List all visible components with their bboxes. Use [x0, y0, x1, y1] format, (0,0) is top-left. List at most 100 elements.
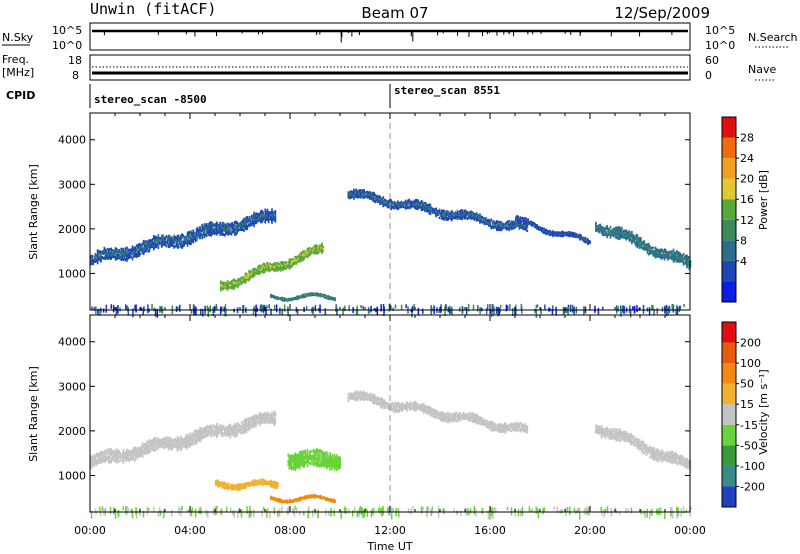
heatmap-cell [516, 217, 518, 219]
heatmap-cell [303, 250, 305, 253]
heatmap-cell [683, 257, 686, 259]
heatmap-cell [670, 256, 673, 259]
heatmap-cell [151, 242, 154, 245]
heatmap-cell [180, 236, 182, 240]
ground-scatter-cell [181, 506, 183, 511]
heatmap-cell [127, 250, 129, 253]
heatmap-cell [151, 444, 154, 448]
heatmap-cell [289, 459, 292, 463]
heatmap-cell [122, 456, 125, 460]
heatmap-cell [398, 205, 400, 207]
heatmap-cell [326, 453, 329, 457]
heatmap-cell [674, 257, 677, 260]
heatmap-cell [252, 421, 254, 425]
heatmap-cell [232, 287, 235, 290]
heatmap-cell [618, 230, 621, 234]
heatmap-cell [447, 216, 450, 220]
heatmap-cell [145, 447, 147, 451]
heatmap-cell [151, 441, 154, 444]
heatmap-cell [262, 419, 264, 422]
heatmap-cell [230, 280, 232, 283]
heatmap-cell [317, 248, 320, 251]
heatmap-cell [159, 242, 162, 245]
heatmap-cell [178, 440, 181, 443]
heatmap-cell [220, 224, 223, 228]
heatmap-cell [272, 215, 274, 218]
heatmap-cell [247, 419, 250, 423]
heatmap-cell [638, 242, 641, 246]
heatmap-cell [95, 260, 98, 263]
heatmap-cell [604, 229, 606, 232]
heatmap-cell [129, 451, 132, 455]
heatmap-cell [271, 220, 273, 224]
heatmap-cell [274, 263, 276, 266]
heatmap-cell [390, 206, 392, 209]
heatmap-cell [514, 222, 516, 225]
heatmap-cell [685, 262, 687, 265]
heatmap-cell [357, 189, 360, 192]
heatmap-cell [172, 241, 174, 244]
ground-scatter-cell [670, 510, 672, 517]
heatmap-cell [411, 200, 414, 203]
heatmap-cell [562, 231, 564, 234]
heatmap-cell [397, 200, 399, 203]
heatmap-cell [317, 457, 320, 462]
heatmap-cell [542, 231, 544, 233]
heatmap-cell [545, 230, 548, 233]
heatmap-cell [525, 217, 527, 219]
heatmap-cell [643, 247, 646, 251]
heatmap-cell [174, 443, 177, 447]
heatmap-cell [257, 267, 259, 270]
heatmap-cell [208, 425, 210, 428]
heatmap-cell [316, 454, 319, 459]
heatmap-cell [395, 207, 398, 210]
heatmap-cell [144, 452, 146, 455]
ground-scatter-cell [551, 305, 554, 311]
heatmap-cell [455, 215, 458, 218]
heatmap-cell [443, 211, 445, 214]
heatmap-cell [446, 211, 449, 215]
heatmap-cell [597, 227, 599, 230]
heatmap-cell [291, 297, 294, 299]
heatmap-cell [240, 281, 242, 284]
heatmap-cell [682, 253, 685, 256]
heatmap-cell [649, 251, 651, 254]
heatmap-cell [142, 449, 145, 452]
heatmap-cell [268, 262, 271, 265]
heatmap-cell [252, 215, 254, 218]
heatmap-cell [249, 223, 252, 226]
heatmap-cell [433, 209, 435, 211]
heatmap-cell [198, 231, 200, 234]
ground-scatter-cell [627, 508, 630, 513]
heatmap-cell [305, 461, 308, 464]
heatmap-cell [286, 266, 289, 269]
heatmap-cell [192, 231, 195, 235]
heatmap-cell [253, 416, 255, 420]
heatmap-cell [164, 237, 166, 239]
heatmap-cell [259, 420, 262, 423]
heatmap-cell [274, 219, 277, 223]
heatmap-cell [151, 245, 154, 249]
heatmap-cell [270, 214, 272, 217]
heatmap-cell [263, 269, 266, 272]
heatmap-cell [232, 434, 235, 437]
heatmap-cell [177, 243, 180, 247]
heatmap-cell [263, 416, 265, 419]
heatmap-cell [231, 281, 233, 284]
colorbar-swatch [722, 137, 736, 159]
heatmap-cell [239, 279, 241, 281]
heatmap-cell [260, 265, 263, 268]
heatmap-cell [293, 457, 295, 461]
heatmap-cell [352, 190, 354, 193]
heatmap-cell [144, 246, 146, 250]
heatmap-cell [226, 429, 228, 432]
heatmap-cell [234, 223, 236, 227]
heatmap-cell [236, 427, 238, 431]
heatmap-cell [476, 217, 479, 219]
heatmap-cell [682, 259, 685, 262]
heatmap-cell [679, 257, 682, 260]
heatmap-cell [112, 458, 115, 462]
heatmap-cell [669, 251, 671, 254]
heatmap-cell [530, 221, 533, 224]
heatmap-cell [247, 224, 250, 227]
